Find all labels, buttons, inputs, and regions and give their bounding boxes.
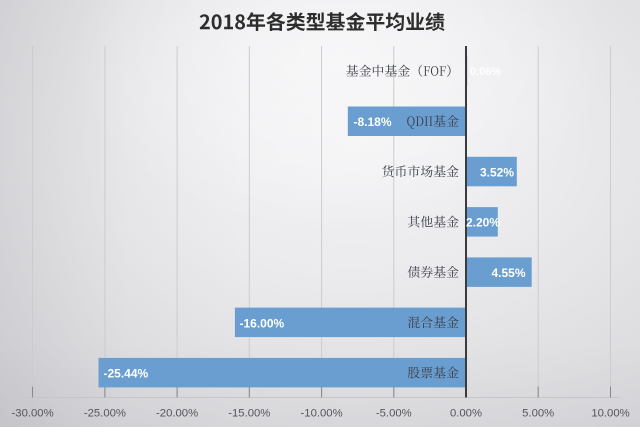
svg-text:-15.00%: -15.00% — [228, 408, 270, 420]
svg-text:-25.00%: -25.00% — [84, 408, 126, 420]
svg-text:0.00%: 0.00% — [450, 408, 482, 420]
svg-text:4.55%: 4.55% — [491, 266, 525, 280]
svg-text:-8.18%: -8.18% — [354, 115, 392, 129]
svg-text:3.52%: 3.52% — [480, 165, 514, 179]
svg-text:0.06%: 0.06% — [470, 66, 501, 78]
svg-text:-25.44%: -25.44% — [104, 367, 149, 381]
svg-text:-20.00%: -20.00% — [156, 408, 198, 420]
svg-text:-16.00%: -16.00% — [240, 316, 285, 330]
svg-text:-30.00%: -30.00% — [12, 408, 54, 420]
svg-text:5.00%: 5.00% — [522, 408, 554, 420]
svg-text:10.00%: 10.00% — [591, 408, 629, 420]
svg-text:-10.00%: -10.00% — [301, 408, 343, 420]
svg-text:2.20%: 2.20% — [466, 216, 500, 230]
svg-text:-5.00%: -5.00% — [376, 408, 412, 420]
